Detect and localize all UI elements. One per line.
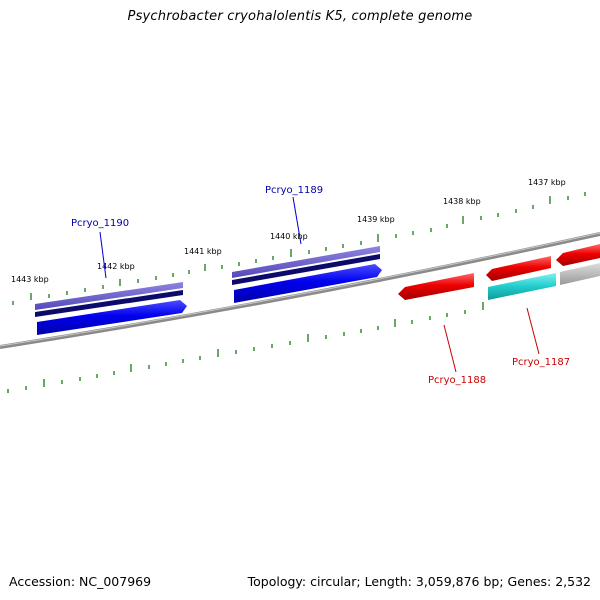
pcryo-1190-leader-line	[99, 231, 107, 279]
outer-tick-row	[12, 192, 586, 305]
edge-gene-bar-grey[interactable]	[560, 263, 600, 285]
pcryo-1187-gene-arrow[interactable]	[486, 256, 551, 281]
pcryo-1187-leader-line	[526, 307, 540, 355]
pcryo-1189-cds-bar-light[interactable]	[232, 246, 380, 278]
pcryo-1188-leader-line	[443, 324, 457, 373]
scale-label: 1441 kbp	[184, 247, 222, 256]
pcryo-1188-label[interactable]: Pcryo_1188	[428, 375, 486, 386]
edge-gene-arrow-red[interactable]	[556, 244, 600, 266]
scale-label: 1443 kbp	[11, 275, 49, 284]
genome-backbone	[0, 232, 600, 349]
pcryo-1189-cds-bar-dark[interactable]	[232, 254, 380, 285]
pcryo-1188-gene-arrow[interactable]	[398, 273, 474, 300]
pcryo-1190-cds-bar-light[interactable]	[35, 282, 183, 310]
scale-label: 1439 kbp	[357, 215, 395, 224]
pcryo-1187-label[interactable]: Pcryo_1187	[512, 357, 570, 368]
scale-label: 1438 kbp	[443, 197, 481, 206]
scale-label: 1440 kbp	[270, 232, 308, 241]
pcryo-1187-rna-bar[interactable]	[488, 273, 556, 300]
accession-text: Accession: NC_007969	[9, 574, 152, 589]
pcryo-1189-leader-line	[292, 196, 302, 245]
pcryo-1190-gene-arrow[interactable]	[37, 300, 187, 335]
pcryo-1189-gene-arrow[interactable]	[234, 264, 382, 303]
inner-tick-row	[7, 302, 484, 393]
map-title: Psychrobacter cryohalolentis K5, complet…	[127, 9, 473, 24]
scale-labels: 1443 kbp 1442 kbp 1441 kbp 1440 kbp 1439…	[11, 178, 566, 284]
pcryo-1190-cds-bar-dark[interactable]	[35, 290, 183, 317]
topology-summary-text: Topology: circular; Length: 3,059,876 bp…	[247, 574, 591, 589]
scale-label: 1442 kbp	[97, 262, 135, 271]
pcryo-1190-label[interactable]: Pcryo_1190	[71, 218, 129, 229]
pcryo-1189-label[interactable]: Pcryo_1189	[265, 185, 323, 196]
scale-label: 1437 kbp	[528, 178, 566, 187]
